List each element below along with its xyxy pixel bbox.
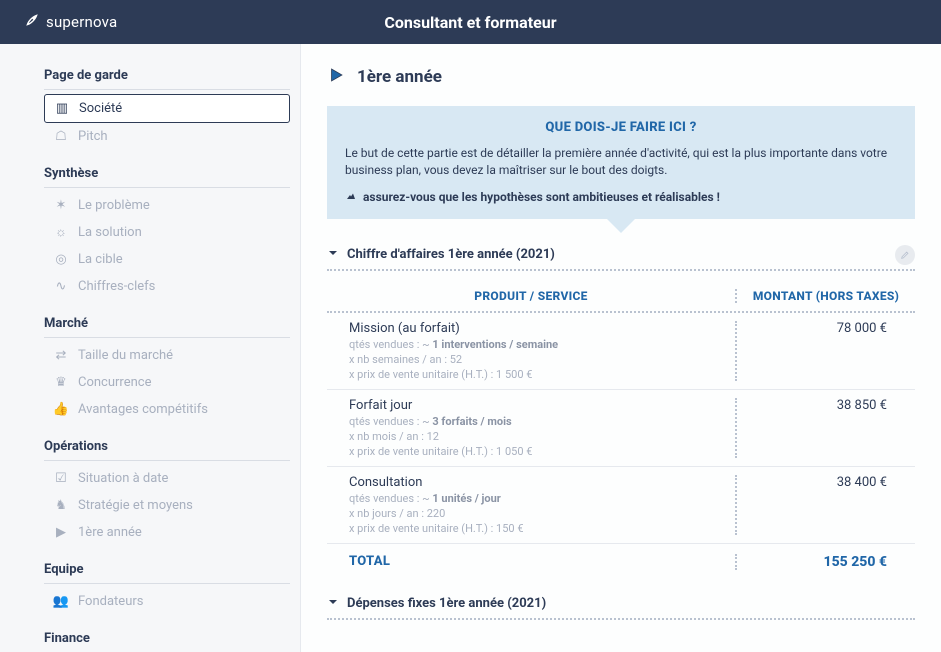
revenue-panel-header[interactable]: Chiffre d'affaires 1ère année (2021) [327,247,915,271]
revenue-row: Consultation qtés vendues : ~ 1 unités / … [327,467,915,544]
expenses-panel-header[interactable]: Dépenses fixes 1ère année (2021) [327,596,915,620]
users-icon: 👥 [54,595,68,608]
product-qty: qtés vendues : ~ 1 unités / jour [349,492,735,505]
sidebar-item-label: Chiffres-clefs [78,280,155,293]
sidebar-item-label: Avantages compétitifs [78,403,208,416]
sidebar-item-taille-du-march-[interactable]: ⇄ Taille du marché [44,342,290,369]
col-product-header: PRODUIT / SERVICE [327,289,735,303]
info-box-title: QUE DOIS-JE FAIRE ICI ? [345,120,897,135]
expenses-panel-title: Dépenses fixes 1ère année (2021) [347,596,546,611]
sidebar-section-title: Marché [44,310,290,338]
sidebar-item-label: 1ère année [78,526,142,539]
revenue-total-row: TOTAL 155 250 € [327,544,915,574]
chess-icon: ♞ [54,499,68,512]
brand[interactable]: supernova [24,12,117,32]
sidebar-item-label: Fondateurs [78,595,143,608]
sidebar-item-fondateurs[interactable]: 👥 Fondateurs [44,588,290,615]
info-box-body: Le but de cette partie est de détailler … [345,145,897,180]
sidebar-item-avantages-comp-titifs[interactable]: 👍 Avantages compétitifs [44,396,290,423]
sidebar-item-le-probl-me[interactable]: ✶ Le problème [44,192,290,219]
revenue-panel-title: Chiffre d'affaires 1ère année (2021) [347,247,555,262]
product-name: Consultation [349,475,735,490]
product-period: x nb semaines / an : 52 [349,353,735,366]
sidebar-item-label: Concurrence [78,376,152,389]
product-price: x prix de vente unitaire (H.T.) : 150 € [349,522,735,535]
sidebar-item-la-solution[interactable]: ☼ La solution [44,219,290,246]
revenue-table-head: PRODUIT / SERVICE MONTANT (HORS TAXES) [327,289,915,313]
page-title-header: Consultant et formateur [0,13,941,32]
product-price: x prix de vente unitaire (H.T.) : 1 500 … [349,368,735,381]
sidebar-item-label: Pitch [78,130,108,143]
revenue-total-label: TOTAL [327,554,735,570]
sidebar-item-label: Société [79,102,122,115]
page-title: 1ère année [357,67,442,87]
target-icon: ◎ [54,253,68,266]
sidebar-item-label: La cible [78,253,123,266]
brand-name: supernova [46,13,117,31]
info-box-tail [607,219,635,233]
topbar: supernova Consultant et formateur [0,0,941,44]
chat-icon: ☖ [54,130,68,143]
chevron-down-icon [327,596,339,612]
sidebar-section-title: Equipe [44,556,290,584]
product-name: Forfait jour [349,398,735,413]
product-qty: qtés vendues : ~ 3 forfaits / mois [349,415,735,428]
pulse-icon: ∿ [54,280,68,293]
info-box-hint: assurez-vous que les hypothèses sont amb… [345,190,897,205]
sidebar-item-soci-t-[interactable]: ▥ Société [44,94,290,123]
product-period: x nb jours / an : 220 [349,507,735,520]
revenue-table: PRODUIT / SERVICE MONTANT (HORS TAXES) M… [327,289,915,574]
main-content: 1ère année QUE DOIS-JE FAIRE ICI ? Le bu… [300,44,941,652]
sidebar-item-pitch[interactable]: ☖ Pitch [44,123,290,150]
product-price: x prix de vente unitaire (H.T.) : 1 050 … [349,445,735,458]
sidebar: Page de garde ▥ Société ☖ Pitch Synthèse ✶ Le p… [0,44,300,652]
building-icon: ▥ [55,102,69,115]
page-heading: 1ère année [327,66,915,88]
chevron-down-icon [327,247,339,263]
sidebar-section-title: Synthèse [44,160,290,188]
sidebar-item-la-cible[interactable]: ◎ La cible [44,246,290,273]
rocket-icon [24,12,40,32]
product-period: x nb mois / an : 12 [349,430,735,443]
revenue-row: Forfait jour qtés vendues : ~ 3 forfaits … [327,390,915,467]
bulb-icon: ☼ [54,226,68,239]
sidebar-item-concurrence[interactable]: ♛ Concurrence [44,369,290,396]
thumb-icon: 👍 [54,403,68,416]
sidebar-item-situation-date[interactable]: ☑ Situation à date [44,465,290,492]
hand-icon [345,190,357,205]
edit-button[interactable] [895,245,915,265]
sidebar-section-title: Opérations [44,433,290,461]
info-box: QUE DOIS-JE FAIRE ICI ? Le but de cette … [327,106,915,219]
sidebar-item-label: Stratégie et moyens [78,499,193,512]
product-amount: 78 000 € [735,321,915,381]
product-amount: 38 400 € [735,475,915,535]
revenue-total-amount: 155 250 € [735,554,915,570]
calendar-icon: ☑ [54,472,68,485]
product-name: Mission (au forfait) [349,321,735,336]
sidebar-item-chiffres-clefs[interactable]: ∿ Chiffres-clefs [44,273,290,300]
wand-icon: ✶ [54,199,68,212]
sidebar-item-strat-gie-et-moyens[interactable]: ♞ Stratégie et moyens [44,492,290,519]
sidebar-item-label: Taille du marché [78,349,173,362]
swap-icon: ⇄ [54,349,68,362]
info-box-hint-text: assurez-vous que les hypothèses sont amb… [363,190,720,204]
sidebar-section-title: Finance [44,625,290,652]
sidebar-item-label: Situation à date [78,472,168,485]
sidebar-item-label: Le problème [78,199,150,212]
sidebar-item-label: La solution [78,226,142,239]
play-icon: ▶ [54,526,68,539]
revenue-row: Mission (au forfait) qtés vendues : ~ 1 i… [327,313,915,390]
product-qty: qtés vendues : ~ 1 interventions / semai… [349,338,735,351]
sidebar-section-title: Page de garde [44,62,290,90]
play-icon [327,66,345,88]
trophy-icon: ♛ [54,376,68,389]
col-amount-header: MONTANT (HORS TAXES) [735,289,915,303]
sidebar-item-1-re-ann-e[interactable]: ▶ 1ère année [44,519,290,546]
product-amount: 38 850 € [735,398,915,458]
